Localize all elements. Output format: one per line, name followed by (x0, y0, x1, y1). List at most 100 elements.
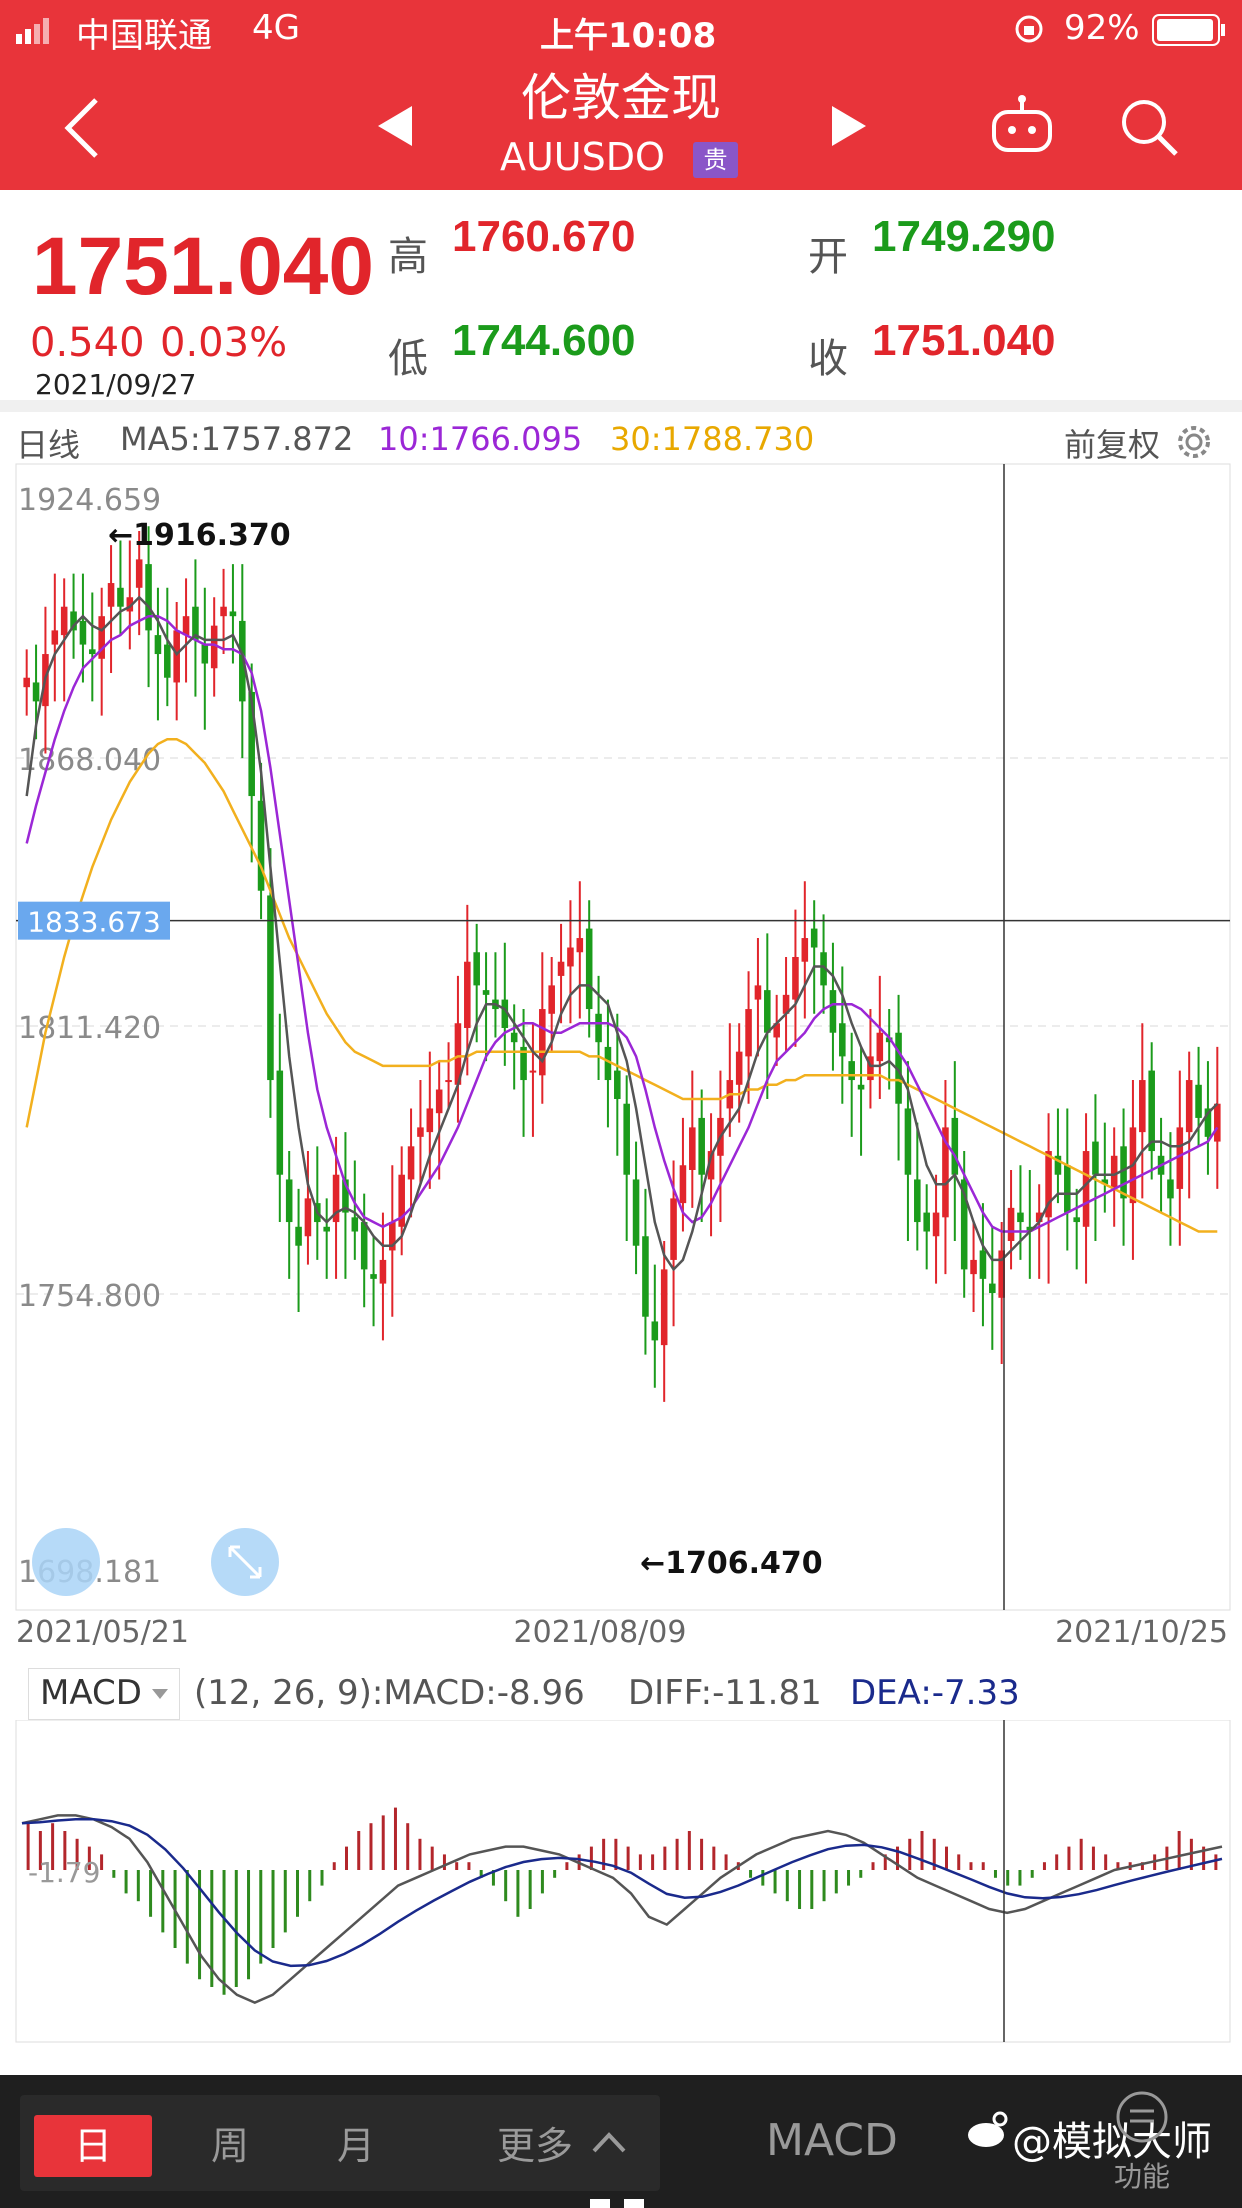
function-icon[interactable] (1114, 2089, 1170, 2145)
robot-assistant-icon[interactable] (990, 94, 1054, 154)
candle-body (735, 1051, 743, 1085)
candle-body (89, 649, 96, 655)
prev-symbol-icon[interactable] (378, 106, 414, 146)
candle-body (248, 691, 255, 797)
close-value: 1751.040 (872, 316, 1056, 365)
back-icon[interactable] (62, 96, 102, 160)
candle-body (904, 1108, 912, 1175)
adjust-mode-button[interactable]: 前复权 (1064, 426, 1161, 464)
x-tick-label: 2021/05/21 (16, 1615, 189, 1650)
candle-body (107, 583, 115, 607)
candle-body (435, 1089, 443, 1114)
chevron-up-icon (592, 2132, 626, 2153)
price-change: 0.540 (30, 320, 145, 366)
candle-body (539, 1009, 546, 1076)
candle-body (482, 990, 490, 995)
indicator-row: 日线 MA5:1757.872 10:1766.095 30:1788.730 … (0, 412, 1242, 464)
candle-body (501, 999, 509, 1028)
candle-body (951, 1117, 959, 1175)
ma10-line (25, 614, 1219, 1233)
candle-body (1035, 1212, 1043, 1223)
candle-body (782, 994, 790, 1014)
candle-body (698, 1117, 705, 1175)
tab-month[interactable]: 月 (336, 2124, 375, 2168)
divider (0, 400, 1242, 412)
price-change-percent: 0.03% (160, 320, 288, 366)
candle-body (464, 961, 471, 1028)
candle-body (473, 952, 480, 986)
y-tick-label: 1924.659 (18, 483, 161, 518)
candle-body (942, 1127, 949, 1218)
candle-body (745, 1009, 752, 1057)
dea-value: DEA:-7.33 (850, 1673, 1020, 1713)
candle-body (117, 587, 124, 607)
candle-body (1195, 1084, 1202, 1118)
candle-body (1026, 1226, 1034, 1232)
period-label: 日线 (16, 426, 81, 464)
candle-body (79, 620, 87, 645)
candle-body (801, 938, 809, 962)
kline-chart[interactable]: 1924.6591868.0401811.4201754.8001698.181… (0, 462, 1242, 1652)
status-bar: 中国联通 4G 上午10:08 92% (0, 0, 1242, 60)
candle-body (135, 559, 143, 588)
expand-icon (228, 1545, 262, 1579)
candle-body (773, 1023, 780, 1038)
candle-body (267, 895, 274, 1081)
ma5-line (25, 595, 1219, 1272)
tab-week[interactable]: 周 (210, 2124, 249, 2168)
period-tabs: 日 周 月 更多 (20, 2095, 660, 2191)
candle-body (1185, 1080, 1193, 1133)
draw-tool-button[interactable] (32, 1528, 100, 1596)
candle-body (1214, 1103, 1221, 1142)
candle-body (529, 1070, 537, 1073)
tab-day[interactable]: 日 (34, 2115, 152, 2177)
quote-date: 2021/09/27 (35, 368, 197, 401)
macd-chart[interactable]: -1.79 (0, 1720, 1242, 2045)
candle-body (32, 682, 40, 702)
candle-body (192, 606, 199, 640)
candle-body (585, 928, 593, 1010)
close-label: 收 (808, 336, 848, 382)
signal-icon (16, 18, 49, 44)
candle-body (642, 1236, 649, 1317)
candle-body (614, 1070, 621, 1099)
candle-body (660, 1269, 668, 1346)
search-icon[interactable] (1118, 96, 1180, 158)
candle-body (876, 1032, 884, 1062)
y-tick-label: 1811.420 (18, 1011, 161, 1046)
candle-body (960, 1179, 968, 1270)
candle-body (567, 947, 574, 967)
indicator-button[interactable]: MACD (766, 2115, 898, 2166)
low-value: 1744.600 (452, 316, 636, 365)
candle-body (389, 1222, 396, 1251)
crosshair-value-box (18, 901, 170, 940)
last-price: 1751.040 (32, 221, 375, 312)
x-tick-label: 2021/10/25 (1055, 1615, 1228, 1650)
candle-body (1120, 1146, 1127, 1199)
candle-body (998, 1250, 1005, 1298)
candle-body (670, 1198, 677, 1260)
candle-body (923, 1212, 930, 1232)
carrier-text: 中国联通 (76, 16, 212, 56)
gear-icon[interactable] (1176, 424, 1212, 460)
candle-body (285, 1179, 293, 1223)
ma10-value: 10:1766.095 (378, 420, 583, 458)
candle-body (1017, 1212, 1024, 1223)
candle-body (173, 630, 180, 683)
candle-body (351, 1217, 359, 1232)
next-symbol-icon[interactable] (830, 106, 866, 146)
bottom-toolbar: 日 周 月 更多 MACD @模拟大师 功能 (0, 2075, 1242, 2208)
tab-more[interactable]: 更多 (496, 2124, 573, 2168)
candle-body (1045, 1151, 1052, 1218)
candle-body (182, 616, 190, 636)
candle-body (426, 1108, 434, 1133)
candle-body (370, 1274, 377, 1279)
macd-value: (12, 26, 9):MACD:-8.96 (194, 1673, 585, 1713)
category-badge: 贵 (693, 142, 738, 178)
ma30-value: 30:1788.730 (610, 420, 815, 458)
candle-body (1110, 1155, 1118, 1189)
candle-body (229, 611, 237, 617)
candle-body (1148, 1070, 1155, 1152)
indicator-select-label: MACD (40, 1673, 142, 1713)
home-indicator-right (624, 2199, 644, 2208)
